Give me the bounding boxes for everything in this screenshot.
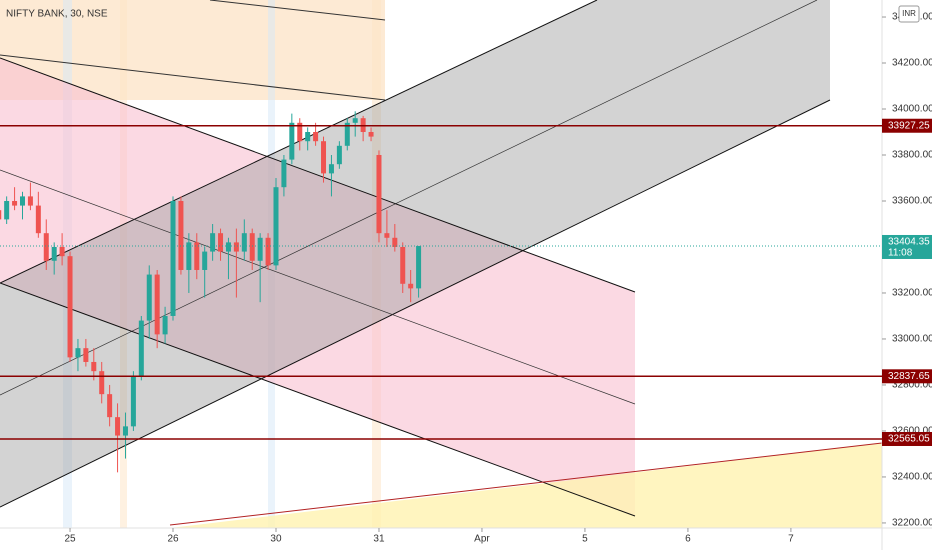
candle-body	[194, 242, 200, 270]
candle-body	[67, 256, 73, 358]
x-tick-label: 25	[64, 534, 76, 545]
level-label: 33927.25	[888, 120, 930, 131]
candle-body	[352, 118, 358, 123]
level-tag	[882, 369, 932, 384]
candle-body	[249, 233, 255, 261]
candle-body	[289, 122, 295, 160]
y-tick-label: 33600.00	[892, 196, 932, 207]
trend-line	[169, 442, 883, 526]
channel-line	[0, 0, 598, 284]
x-tick-label: 30	[270, 534, 282, 545]
candle-body	[321, 141, 327, 174]
x-tick-label: 7	[788, 534, 794, 545]
candle-body	[202, 251, 208, 270]
candle-body	[154, 274, 160, 335]
candle-body	[130, 375, 136, 427]
candle-body	[43, 233, 49, 261]
y-tick-label: 34200.00	[892, 58, 932, 69]
y-tick-label: 32600.00	[892, 426, 932, 437]
y-tick-label: 34000.00	[892, 104, 932, 115]
candle-body	[218, 233, 224, 252]
candle-body	[19, 196, 25, 206]
candle-body	[178, 200, 184, 270]
countdown-label: 11:08	[888, 248, 913, 259]
candle-body	[265, 237, 271, 266]
candle-body	[51, 246, 57, 261]
candle-body	[138, 320, 144, 376]
level-label: 32837.65	[888, 371, 930, 382]
candle-body	[384, 233, 390, 238]
y-tick-label: 33800.00	[892, 150, 932, 161]
candle-body	[408, 283, 414, 289]
candle-body	[328, 164, 334, 174]
candle-body	[83, 348, 89, 362]
y-tick-label: 32800.00	[892, 380, 932, 391]
candle-body	[233, 242, 239, 252]
candle-body	[146, 274, 152, 321]
candle-body	[313, 132, 319, 142]
candle-body	[305, 132, 311, 142]
candle-body	[281, 159, 287, 188]
yellow-zone	[170, 443, 882, 528]
candle-body	[210, 233, 216, 252]
channel-line	[0, 57, 636, 293]
candle-body	[27, 196, 33, 206]
candle-body	[59, 246, 65, 257]
x-tick-label: Apr	[474, 534, 490, 545]
candle-body	[241, 233, 247, 252]
currency-box	[898, 5, 920, 23]
candle-body	[273, 187, 279, 266]
y-tick-label: 32400.00	[892, 472, 932, 483]
y-tick-label: 33200.00	[892, 288, 932, 299]
candle-body	[336, 145, 342, 165]
channel-mid	[0, 169, 636, 405]
candle-body	[162, 315, 168, 335]
currency-label: INR	[902, 9, 916, 18]
last-price-label: 33404.35	[888, 237, 930, 248]
candle-body	[75, 348, 81, 358]
trend-line	[0, 54, 386, 101]
last-price-tag	[882, 234, 932, 259]
x-tick-label: 6	[685, 534, 691, 545]
candle-body	[99, 371, 105, 395]
candle-body	[115, 417, 121, 436]
channel-line	[0, 282, 636, 517]
candle-body	[12, 200, 18, 206]
candle-body	[368, 132, 374, 137]
chart-title: NIFTY BANK, 30, NSE	[6, 9, 108, 20]
gray-channel	[0, 0, 830, 507]
candle-body	[35, 205, 41, 234]
drawings	[0, 0, 883, 528]
candle-body	[107, 394, 113, 418]
candle-body	[4, 200, 10, 220]
candle-body	[257, 237, 263, 261]
candle-body	[400, 246, 406, 284]
candle-body	[170, 200, 176, 316]
candle-body	[122, 426, 128, 436]
y-tick-label: 33000.00	[892, 334, 932, 345]
level-tag	[882, 118, 932, 133]
candle-body	[225, 242, 231, 252]
x-tick-label: 31	[373, 534, 385, 545]
candle-body	[91, 361, 97, 372]
candle-body	[186, 242, 192, 270]
trend-line	[209, 0, 386, 21]
candle-body	[297, 122, 303, 142]
x-tick-label: 26	[167, 534, 179, 545]
y-tick-label: 32200.00	[892, 518, 932, 529]
candle-body	[376, 154, 382, 234]
channel-mid	[0, 0, 818, 396]
candle-body	[0, 210, 2, 220]
candle-body	[416, 245, 422, 289]
level-label: 32565.05	[888, 434, 930, 445]
candle-body	[392, 237, 398, 247]
x-tick-label: 5	[582, 534, 588, 545]
level-tag	[882, 431, 932, 446]
candle-body	[344, 122, 350, 146]
